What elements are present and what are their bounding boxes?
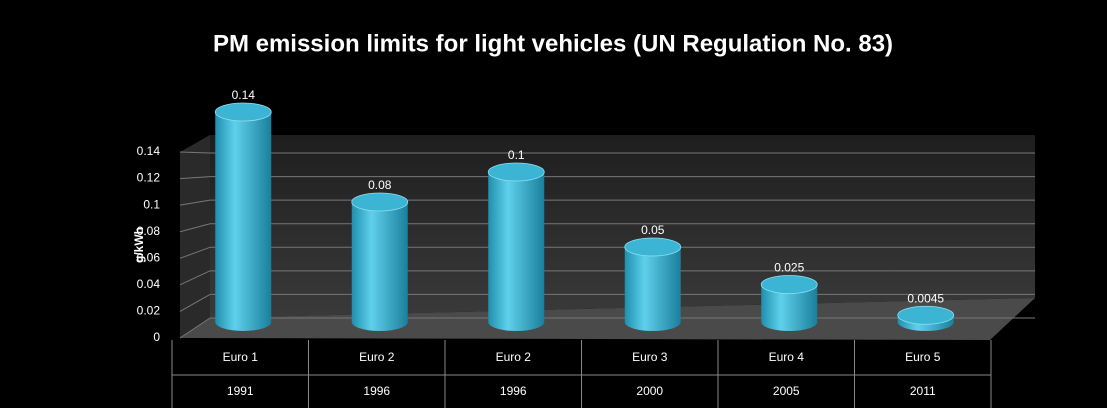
- y-tick-label: 0.14: [137, 144, 161, 158]
- x-tick-label: Euro 4: [769, 350, 805, 364]
- bar: [488, 172, 545, 331]
- x-tick-label: Euro 3: [632, 350, 668, 364]
- data-label: 0.1: [508, 148, 525, 162]
- bar-top: [897, 305, 955, 325]
- data-label: 0.14: [232, 88, 256, 102]
- bar-top: [487, 162, 545, 182]
- back-wall: [210, 135, 1035, 318]
- category-table: Euro 1 1991 Euro 2 1996 Euro 2 1996 Euro 3 2000…: [171, 340, 992, 408]
- data-label: 0.025: [774, 261, 804, 275]
- bars: 0.14 0.08 0.1 0.05 0.025 0.0045: [214, 88, 955, 331]
- y-tick-label: 0.04: [137, 277, 161, 291]
- grid-line-side: [179, 199, 211, 206]
- grid-line-side: [179, 317, 211, 339]
- y-tick-label: 0.1: [143, 197, 160, 211]
- x-tick-year: 1991: [227, 384, 254, 398]
- data-label: 0.05: [641, 223, 665, 237]
- side-wall: [180, 135, 210, 338]
- chart-title: PM emission limits for light vehicles (U…: [213, 30, 893, 57]
- y-tick-label: 0.02: [137, 304, 161, 318]
- x-tick-label: Euro 2: [359, 350, 395, 364]
- x-tick-year: 2005: [773, 384, 800, 398]
- bar: [351, 202, 408, 331]
- bar-top: [214, 102, 272, 122]
- x-tick-year: 1996: [363, 384, 390, 398]
- y-tick-label: 0.12: [137, 171, 161, 185]
- x-tick-year: 1996: [500, 384, 527, 398]
- x-tick-year: 2011: [910, 384, 936, 398]
- y-axis-label: g/kWh: [132, 227, 146, 263]
- x-tick-label: Euro 2: [496, 350, 532, 364]
- x-tick-label: Euro 1: [223, 350, 259, 364]
- x-tick-year: 2000: [636, 384, 663, 398]
- grid-line-side: [179, 176, 211, 180]
- grid-line-side: [179, 223, 211, 233]
- grid-line-side: [179, 293, 211, 312]
- grid-line-side: [179, 246, 211, 259]
- grid-line-side: [179, 151, 211, 154]
- y-tick-label: 0: [153, 330, 160, 344]
- bar: [624, 247, 681, 331]
- y-tick-label: 0.06: [137, 250, 161, 264]
- grid-line-side: [179, 270, 211, 286]
- data-label: 0.08: [368, 178, 392, 192]
- y-tick-label: 0.08: [137, 224, 161, 238]
- bar-top: [760, 275, 818, 294]
- bar-top: [351, 192, 409, 212]
- x-tick-label: Euro 5: [905, 350, 941, 364]
- data-label: 0.0045: [907, 291, 944, 305]
- bar: [761, 284, 818, 331]
- grid: 0 0.02 0.04 0.06 0.08 0.1 0.12 0.14: [137, 144, 1035, 344]
- bar: [215, 112, 272, 331]
- bar-top: [624, 237, 682, 257]
